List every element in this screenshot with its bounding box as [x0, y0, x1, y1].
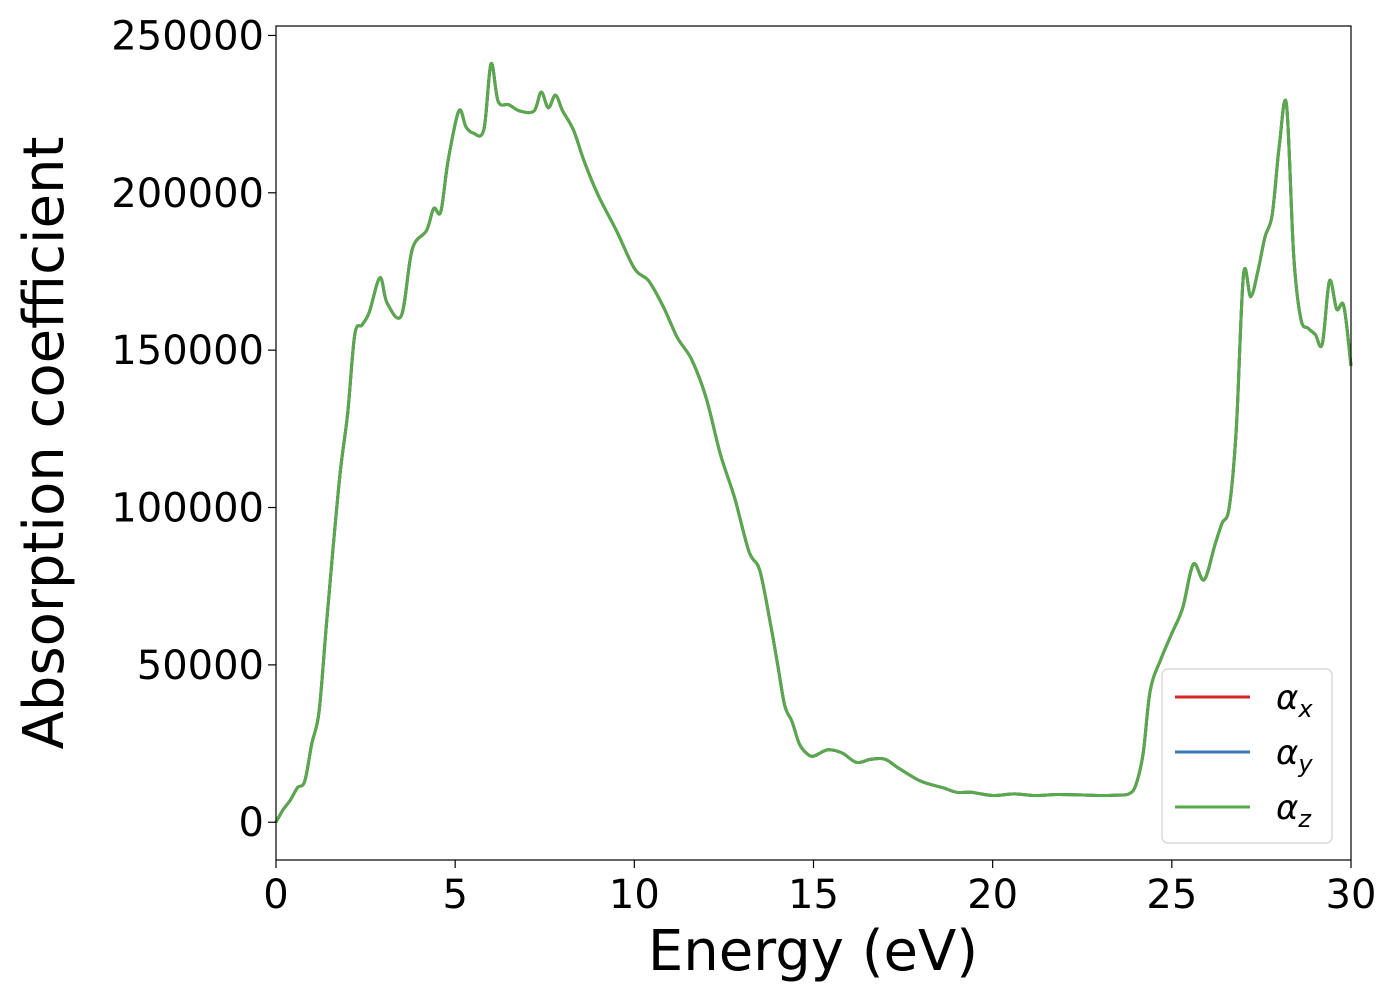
y-tick-label: 100000: [111, 486, 264, 532]
y-tick-label: 0: [239, 800, 264, 846]
x-axis-title: Energy (eV): [648, 919, 978, 984]
x-tick-label: 30: [1326, 872, 1377, 918]
y-tick-label: 150000: [111, 328, 264, 374]
series-layer: [274, 62, 1353, 823]
legend-label-1: αx: [1276, 678, 1313, 723]
x-axis-ticks: 0 5 10 15 20 25 30: [263, 860, 1376, 918]
y-tick-label: 250000: [111, 13, 264, 59]
x-tick-label: 5: [442, 872, 467, 918]
series-line-3: [274, 62, 1353, 823]
y-tick-label: 50000: [137, 643, 264, 689]
x-tick-label: 0: [263, 872, 288, 918]
x-tick-label: 10: [609, 872, 660, 918]
legend-label-2: αy: [1276, 733, 1313, 778]
legend: αx αy αz: [1161, 668, 1333, 844]
legend-label-3: αz: [1276, 788, 1312, 833]
y-axis-ticks: 0 50000 100000 150000 200000 250000: [111, 13, 276, 846]
x-tick-label: 15: [788, 872, 839, 918]
x-tick-label: 20: [967, 872, 1018, 918]
y-tick-label: 200000: [111, 171, 264, 217]
legend-frame: [1161, 668, 1333, 844]
y-axis-title: Absorption coefficient: [12, 137, 77, 750]
x-tick-label: 25: [1146, 872, 1197, 918]
